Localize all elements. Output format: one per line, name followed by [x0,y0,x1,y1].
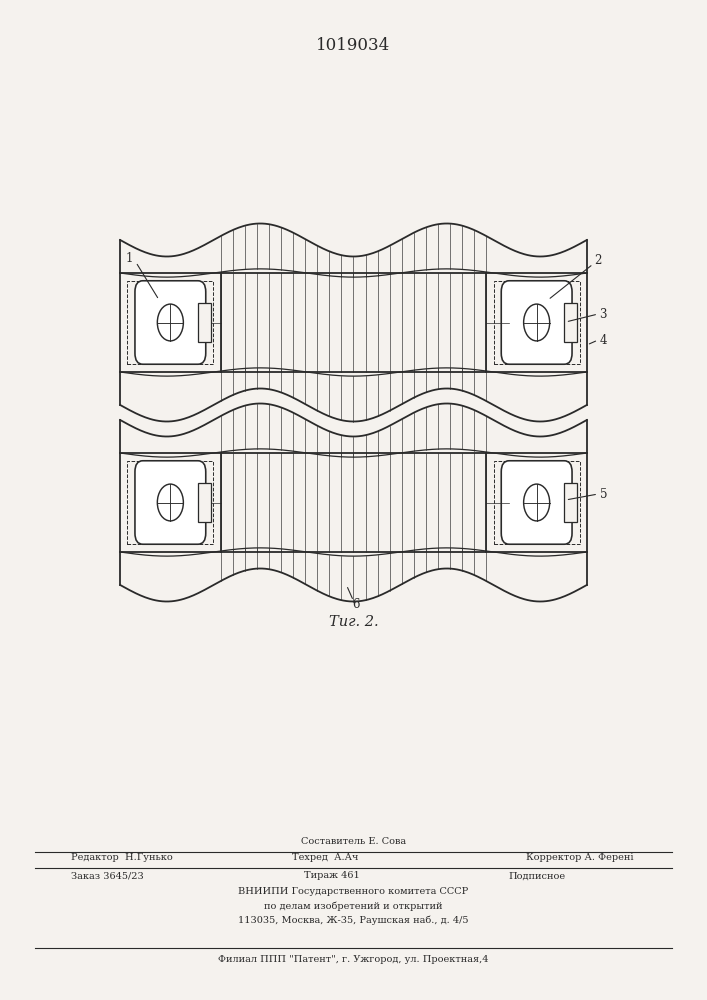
Bar [127,461,214,544]
Text: по делам изобретений и открытий: по делам изобретений и открытий [264,901,443,911]
Text: Составитель Е. Сова: Составитель Е. Сова [301,838,406,846]
Text: 4: 4 [600,334,607,347]
Text: Τиг. 2.: Τиг. 2. [329,615,378,629]
Text: Редактор  Н.Гунько: Редактор Н.Гунько [71,854,173,862]
Text: 3: 3 [600,308,607,320]
Bar [198,303,211,342]
Bar [198,483,211,522]
Bar [564,303,577,342]
Bar [493,281,580,364]
Text: 5: 5 [600,488,607,500]
Text: Тираж 461: Тираж 461 [305,871,360,880]
Text: 113035, Москва, Ж-35, Раушская наб., д. 4/5: 113035, Москва, Ж-35, Раушская наб., д. … [238,915,469,925]
Circle shape [524,304,549,341]
Text: Корректор А. Ференi: Корректор А. Ференi [526,854,633,862]
FancyBboxPatch shape [501,461,572,544]
Bar [564,483,577,522]
Bar [493,461,580,544]
Text: Подписное: Подписное [509,871,566,880]
Circle shape [158,304,183,341]
Text: 6: 6 [352,598,360,611]
FancyBboxPatch shape [135,281,206,364]
Bar [127,281,214,364]
Circle shape [158,484,183,521]
Text: 1: 1 [126,251,133,264]
Text: 2: 2 [594,253,601,266]
Text: Техред  А.Ач: Техред А.Ач [292,854,358,862]
Circle shape [524,484,549,521]
Text: 1019034: 1019034 [316,36,391,53]
Text: ВНИИПИ Государственного комитета СССР: ВНИИПИ Государственного комитета СССР [238,888,469,896]
Text: Заказ 3645/23: Заказ 3645/23 [71,871,144,880]
Text: Филиал ППП "Патент", г. Ужгород, ул. Проектная,4: Филиал ППП "Патент", г. Ужгород, ул. Про… [218,956,489,964]
FancyBboxPatch shape [135,461,206,544]
FancyBboxPatch shape [501,281,572,364]
